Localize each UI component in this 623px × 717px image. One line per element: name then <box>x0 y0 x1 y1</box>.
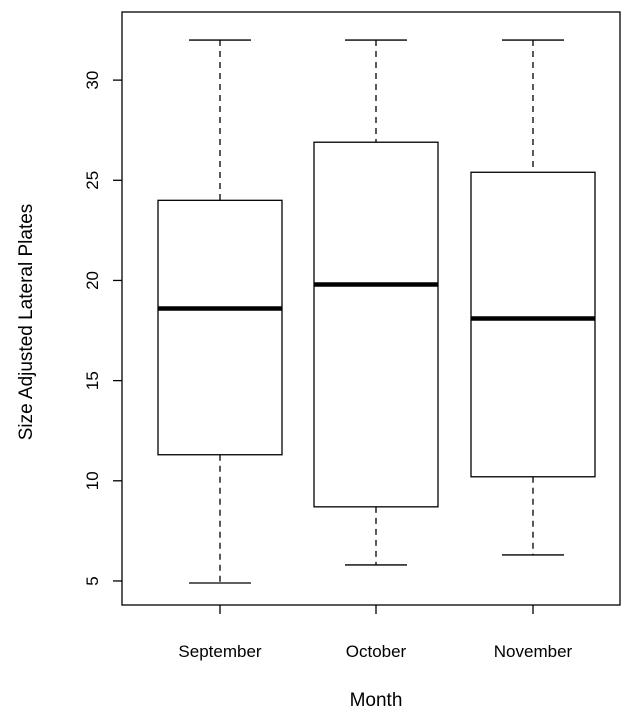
x-axis-title: Month <box>350 690 403 711</box>
iqr-box-october <box>313 141 439 508</box>
y-tick-label-30: 30 <box>83 71 102 90</box>
x-tick-label-october: October <box>346 642 407 661</box>
x-tick-label-september: September <box>178 642 261 661</box>
iqr-box-november <box>470 171 596 478</box>
y-axis: 5 10 15 20 25 30 <box>83 71 122 586</box>
y-axis-title: Size Adjusted Lateral Plates <box>16 204 37 441</box>
boxes-layer <box>157 39 596 584</box>
box-group-november <box>470 39 596 556</box>
x-tick-label-november: November <box>494 642 573 661</box>
box-group-october <box>313 39 439 566</box>
y-tick-label-15: 15 <box>83 371 102 390</box>
x-axis: September October November <box>178 605 573 661</box>
y-tick-label-5: 5 <box>83 576 102 585</box>
plot-frame <box>121 11 621 606</box>
box-group-september <box>157 39 283 584</box>
iqr-box-september <box>157 199 283 456</box>
y-tick-label-25: 25 <box>83 171 102 190</box>
y-tick-label-10: 10 <box>83 471 102 490</box>
y-tick-label-20: 20 <box>83 271 102 290</box>
